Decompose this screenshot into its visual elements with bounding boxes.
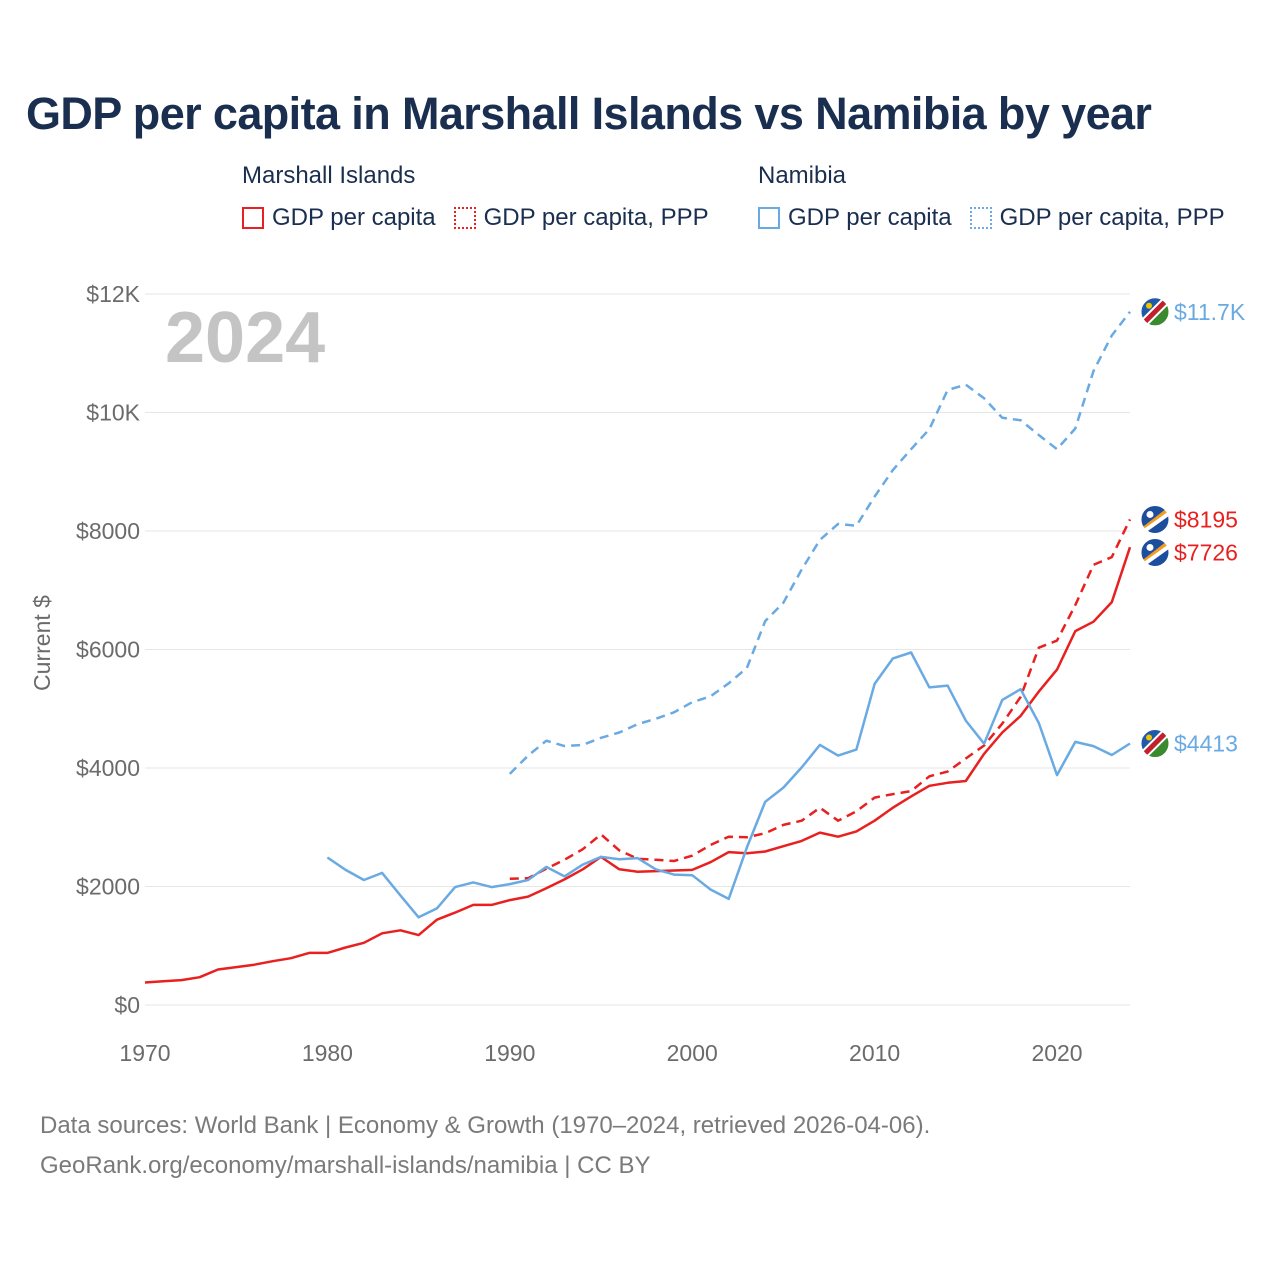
x-tick-label: 1990 — [484, 1040, 535, 1066]
end-value-label: $4413 — [1174, 731, 1238, 757]
flag-ring — [1140, 504, 1170, 534]
flag-icon — [1141, 297, 1169, 326]
series-line — [326, 651, 1131, 919]
y-tick-label: $2000 — [76, 874, 140, 900]
dotted-line-swatch-icon — [969, 207, 992, 229]
legend-group-namibia: Namibia GDP per capita GDP per capita, P… — [758, 162, 1225, 232]
y-tick-label: $0 — [114, 992, 140, 1018]
year-label: 2024 — [165, 298, 325, 378]
legend-group-label: Marshall Islands — [242, 162, 416, 189]
legend-group-marshall-islands: Marshall Islands GDP per capita GDP per … — [242, 162, 709, 232]
series-line — [509, 518, 1132, 881]
legend-item-label: GDP per capita, PPP — [999, 204, 1225, 231]
x-tick-label: 2000 — [667, 1040, 718, 1066]
source-note: Data sources: World Bank | Economy & Gro… — [40, 1106, 930, 1186]
flag-icon — [1141, 729, 1169, 758]
x-tick-label: 1970 — [119, 1040, 170, 1066]
y-tick-label: $12K — [86, 281, 140, 307]
flag-star — [1146, 543, 1154, 551]
dotted-line-swatch-icon — [453, 207, 476, 229]
flag-ring — [1140, 729, 1170, 759]
legend-item-namibia-gdp-ppp[interactable]: GDP per capita, PPP — [969, 204, 1225, 232]
legend-group-label: Namibia — [758, 162, 847, 189]
flag-ring — [1140, 537, 1170, 567]
flag-red-band — [1141, 729, 1169, 758]
x-tick-label: 2020 — [1031, 1040, 1082, 1066]
end-value-label: $7726 — [1174, 539, 1238, 565]
flag-sun — [1146, 302, 1152, 309]
legend-item-label: GDP per capita — [788, 204, 952, 231]
y-tick-label: $10K — [86, 400, 140, 426]
y-axis-label: Current $ — [29, 595, 55, 691]
source-line: Data sources: World Bank | Economy & Gro… — [40, 1112, 931, 1139]
x-tick-label: 1980 — [302, 1040, 353, 1066]
legend-item-marshall-gdp[interactable]: GDP per capita — [242, 204, 436, 232]
line-chart: $0 $2000 $4000 $6000 $8000 $10K $12K 1970 1980 19… — [29, 281, 1246, 1066]
series-line — [508, 311, 1131, 775]
end-value-label: $8195 — [1174, 506, 1238, 532]
legend-item-label: GDP per capita, PPP — [483, 204, 709, 231]
flag-red-band — [1141, 297, 1169, 326]
y-tick-label: $8000 — [76, 518, 140, 544]
legend-item-namibia-gdp[interactable]: GDP per capita — [758, 204, 952, 232]
solid-line-swatch-icon — [242, 207, 264, 229]
y-tick-label: $4000 — [76, 755, 140, 781]
series-line — [144, 546, 1132, 984]
source-url: GeoRank.org/economy/marshall-islands/nam… — [40, 1152, 651, 1179]
solid-line-swatch-icon — [758, 207, 780, 229]
legend-item-marshall-gdp-ppp[interactable]: GDP per capita, PPP — [453, 204, 709, 232]
end-value-label: $11.7K — [1174, 299, 1246, 325]
y-tick-label: $6000 — [76, 637, 140, 663]
flag-ring — [1140, 297, 1170, 327]
flag-sun — [1146, 734, 1152, 741]
flag-star — [1146, 510, 1154, 518]
chart-title: GDP per capita in Marshall Islands vs Na… — [26, 88, 1152, 139]
x-tick-label: 2010 — [849, 1040, 900, 1066]
legend-item-label: GDP per capita — [272, 204, 436, 231]
